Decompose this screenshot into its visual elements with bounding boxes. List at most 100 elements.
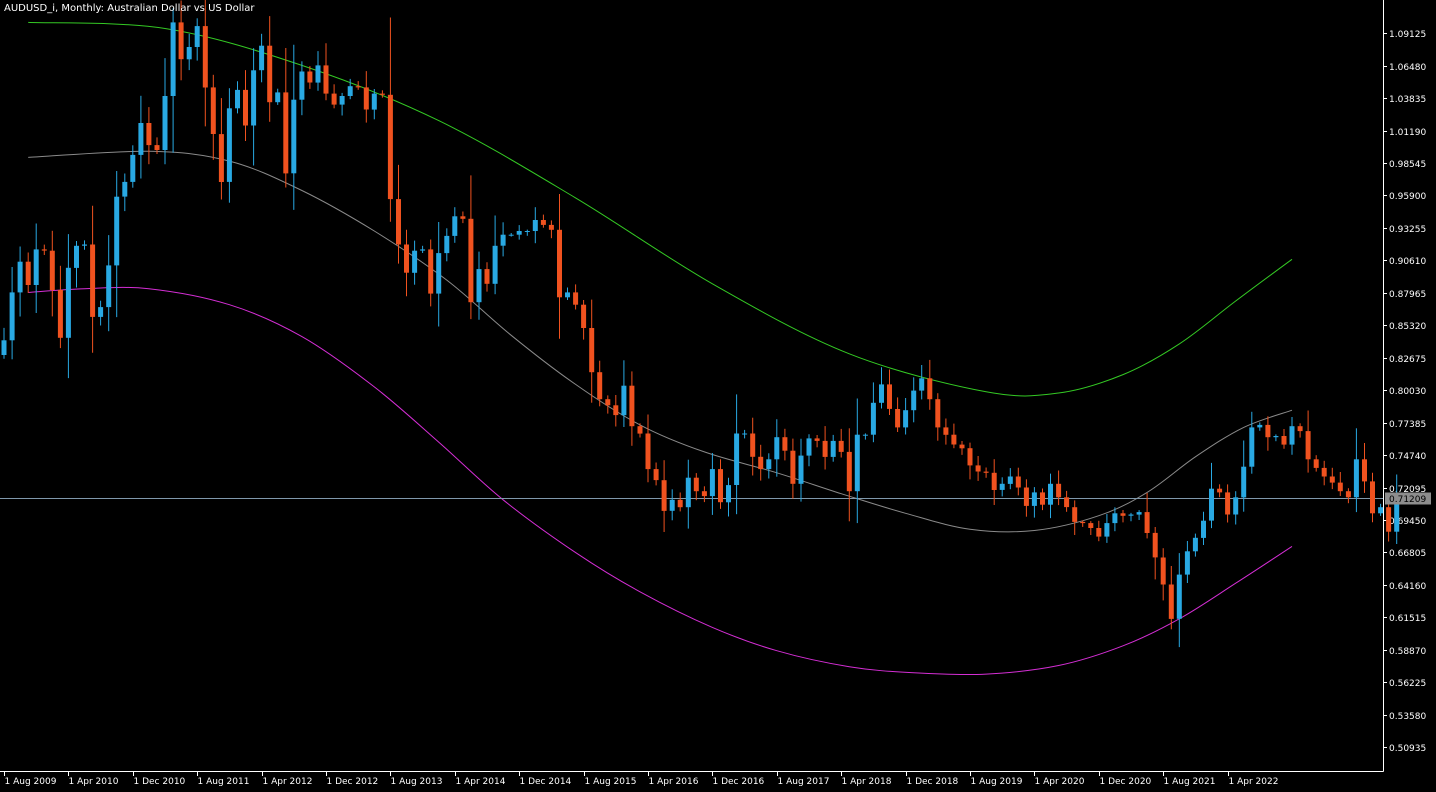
bull-candle [291, 99, 297, 174]
bear-candle [959, 444, 965, 449]
bull-candle [500, 234, 506, 246]
bear-candle [967, 448, 973, 466]
bear-candle [1370, 481, 1375, 514]
date-tick-label: 1 Apr 2012 [263, 777, 313, 787]
bear-candle [25, 261, 31, 285]
bear-candle [387, 94, 393, 200]
date-tick-label: 1 Dec 2012 [327, 777, 379, 787]
price-tick-label: 0.69450 [1389, 517, 1426, 527]
date-tick-label: 1 Aug 2015 [585, 777, 637, 787]
bull-candle [830, 440, 836, 457]
bear-candle [581, 304, 587, 328]
bear-candle [645, 433, 651, 470]
bear-candle [1040, 492, 1045, 505]
lower-band-line [28, 286, 1293, 676]
bull-candle [275, 92, 281, 103]
bear-candle [718, 469, 723, 503]
date-tick-label: 1 Dec 2018 [907, 777, 959, 787]
bear-candle [323, 65, 329, 94]
price-tick-label: 0.77385 [1389, 420, 1426, 430]
price-tick-label: 0.93255 [1389, 225, 1426, 235]
bear-candle [814, 438, 820, 441]
bear-candle [1305, 431, 1311, 460]
price-tick-label: 1.09125 [1389, 30, 1426, 40]
date-tick-label: 1 Apr 2020 [1035, 777, 1085, 787]
bear-candle [846, 451, 852, 492]
price-tick-label: 0.72095 [1389, 485, 1426, 495]
price-tick-label: 0.56225 [1389, 679, 1426, 689]
date-tick-label: 1 Dec 2016 [713, 777, 765, 787]
bear-candle [758, 456, 764, 470]
bear-candle [1297, 426, 1303, 432]
price-tick-label: 0.66805 [1389, 549, 1426, 559]
bull-candle [138, 123, 144, 155]
bull-candle [74, 245, 79, 268]
date-tick-label: 1 Apr 2016 [649, 777, 699, 787]
price-tick-label: 0.87965 [1389, 290, 1426, 300]
bear-candle [613, 405, 619, 416]
bull-candle [452, 216, 458, 236]
chart-title: AUDUSD_i, Monthly: Australian Dollar vs … [4, 3, 255, 14]
bear-candle [983, 471, 989, 473]
bull-candle [1031, 492, 1037, 506]
bull-candle [669, 499, 675, 511]
bull-candle [621, 385, 627, 416]
bear-candle [468, 218, 474, 303]
bull-candle [1, 340, 7, 355]
bull-candle [862, 434, 868, 436]
bear-candle [1056, 483, 1062, 498]
bull-candle [532, 220, 538, 231]
bull-candle [565, 292, 570, 298]
bull-candle [999, 483, 1005, 490]
bear-candle [887, 384, 892, 409]
bull-candle [444, 235, 450, 254]
bull-candle [259, 45, 265, 71]
bear-candle [355, 86, 361, 88]
bull-candle [1209, 488, 1214, 521]
date-tick-label: 1 Apr 2022 [1229, 777, 1279, 787]
bull-candle [1104, 523, 1110, 537]
bull-candle [1128, 514, 1134, 516]
bull-candle [903, 410, 909, 428]
bull-candle [1241, 466, 1247, 498]
bull-candle [65, 267, 71, 338]
bull-candle [1257, 424, 1263, 428]
bull-candle [685, 477, 691, 508]
date-tick-label: 1 Aug 2011 [198, 777, 250, 787]
date-tick-label: 1 Dec 2010 [134, 777, 186, 787]
bear-candle [178, 22, 184, 60]
bull-candle [854, 434, 860, 492]
bull-candle [315, 65, 321, 83]
bull-candle [170, 22, 176, 96]
bear-candle [1088, 523, 1094, 528]
bear-candle [307, 71, 313, 83]
bear-candle [951, 434, 957, 445]
bear-candle [943, 427, 949, 435]
bull-candle [235, 89, 240, 109]
bull-candle [726, 485, 731, 503]
bear-candle [557, 229, 562, 298]
bear-candle [154, 145, 160, 150]
bull-candle [1394, 498, 1400, 532]
bear-candle [540, 220, 546, 225]
bull-candle [524, 231, 530, 232]
date-tick-label: 1 Apr 2014 [456, 777, 506, 787]
bear-candle [548, 224, 554, 230]
bear-candle [1281, 436, 1287, 445]
date-tick-label: 1 Aug 2017 [778, 777, 830, 787]
bull-candle [420, 249, 426, 251]
bear-candle [1152, 532, 1158, 558]
bull-candle [1378, 507, 1384, 514]
bear-candle [460, 216, 466, 219]
bull-candle [194, 26, 200, 47]
bull-candle [1233, 497, 1239, 515]
bear-candle [1015, 476, 1021, 488]
price-tick-label: 1.03835 [1389, 95, 1426, 105]
bear-candle [637, 426, 643, 434]
middle-band-line [28, 150, 1293, 533]
bear-candle [1345, 491, 1351, 498]
bull-candle [798, 455, 804, 484]
bull-candle [106, 265, 112, 308]
